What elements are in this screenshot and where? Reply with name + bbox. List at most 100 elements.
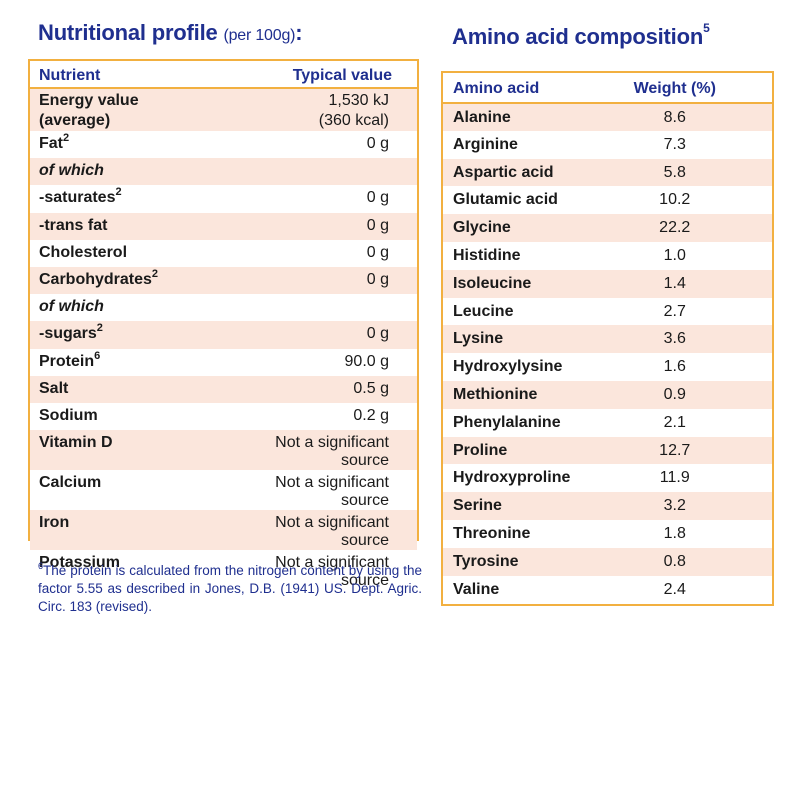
amino-row: Aspartic acid 5.8 [443,158,772,187]
nutrient-name-cell: Energy value (average) [30,88,224,131]
nutrient-name-cell: Carbohydrates2 [30,267,224,294]
amino-row: Histidine 1.0 [443,242,772,270]
amino-acid-weight: 3.6 [663,330,686,348]
nutrient-value-cell: 0.2 g [224,403,418,430]
amino-row: Valine 2.4 [443,576,772,604]
nutrient-value-cell: 0 g [224,185,418,212]
nutrient-name: Potassium [39,554,120,572]
amino-acid-weight: 10.2 [659,191,691,209]
nutrient-name-cell: Salt [30,376,224,403]
nutrient-name-cell: Calcium [30,470,224,510]
amino-acid-weight: 11.9 [659,469,690,487]
nutrient-footnote-marker: 2 [115,186,122,199]
nutrient-value-line2: (360 kcal) [318,112,389,129]
typical-value-column-header: Typical value [223,61,417,89]
nutrient-name: Sodium [39,406,98,424]
amino-table-panel: Amino acid Weight (%) Alanine 8.6 Arginine… [441,71,774,606]
amino-acid-weight: 7.3 [663,135,686,153]
amino-acid-weight: 1.0 [663,246,686,264]
nutrient-value: Not a significant source [275,434,389,470]
amino-title-text: Amino acid composition [452,24,704,49]
amino-acid-name: Proline [453,441,508,459]
nutrition-row: -trans fat 0 g [30,212,418,240]
nutrient-value-cell [224,158,418,185]
amino-row: Proline 12.7 [443,436,772,465]
nutrition-row: Salt 0.5 g [30,375,418,403]
nutrient-name-cell: -trans fat [30,213,224,240]
nutrient-value-cell: 90.0 g [224,349,418,376]
nutrient-name: -trans fat [39,216,108,234]
amino-acid-weight: 2.7 [663,302,686,320]
nutrient-value: 1,530 kJ [328,92,389,109]
nutrient-name: Fat [39,135,63,152]
nutrient-value-cell [224,294,418,321]
amino-row: Hydroxyproline 11.9 [443,464,772,492]
amino-row: Lysine 3.6 [443,325,772,354]
nutrition-table: Nutrient Typical value Energy value (aver… [30,61,417,590]
nutrition-title-text: Nutritional profile [38,20,218,45]
nutrient-name: Energy value [39,92,139,109]
nutrient-name: of which [39,162,104,180]
nutrient-name: -saturates [39,189,116,207]
nutrient-value: 0 g [366,135,389,152]
nutrient-value: 0 g [366,325,389,343]
amino-acid-name: Aspartic acid [453,163,554,181]
nutrient-name: Iron [39,514,70,532]
nutrition-row: Sodium 0.2 g [30,403,417,430]
nutrient-name-cell: -saturates2 [30,185,224,212]
nutrient-name: Salt [39,379,69,397]
amino-row: Threonine 1.8 [443,520,772,548]
nutrition-row: of which [30,158,418,186]
amino-acid-weight: 8.6 [663,109,686,126]
nutrient-name-cell: Sodium [30,403,224,430]
amino-header-row: Amino acid Weight (%) [443,73,772,104]
nutrient-value-cell: 0.5 g [224,376,418,403]
nutrition-row: -sugars2 0 g [30,321,418,349]
nutrition-row: of which [30,294,417,321]
nutrient-footnote-marker: 2 [63,132,70,144]
nutrient-footnote-marker: 6 [94,349,101,362]
nutrient-name: of which [39,298,104,316]
nutrition-row: Calcium Not a significant source [30,470,417,510]
nutrition-row: -saturates2 0 g [30,185,417,212]
nutrient-name-cell: -sugars2 [30,321,224,348]
amino-acid-name: Arginine [453,135,518,153]
amino-acid-weight: 22.2 [659,219,691,237]
nutrient-value-cell: 0 g [224,213,418,240]
nutrient-value: 0.2 g [353,406,389,424]
amino-row: Glycine 22.2 [443,214,772,242]
amino-acid-name: Tyrosine [453,552,519,570]
nutrient-value: Not a significant source [275,474,389,510]
nutrient-name: Protein [39,352,95,370]
nutrient-value: 90.0 g [344,352,389,370]
weight-column-header: Weight (%) [607,73,772,104]
nutrient-value-cell: 0 g [224,131,418,158]
nutrition-row: Protein6 90.0 g [30,349,417,376]
nutrient-name-cell: Protein6 [30,349,224,376]
nutrient-value-cell: 0 g [224,321,418,348]
amino-acid-name: Methionine [453,385,538,403]
nutrition-row: Energy value (average) 1,530 kJ (360 kcal) [30,88,417,131]
amino-acid-name: Valine [453,580,500,598]
amino-row: Tyrosine 0.8 [443,547,772,576]
amino-row: Glutamic acid 10.2 [443,186,772,214]
amino-row: Arginine 7.3 [443,131,772,159]
nutrient-value: Not a significant source [275,554,389,590]
amino-row: Phenylalanine 2.1 [443,409,772,437]
amino-acid-name: Threonine [453,524,531,542]
amino-acid-weight: 12.7 [659,441,691,459]
amino-acid-weight: 3.2 [663,497,686,515]
nutrient-name-cell: Potassium [30,550,224,590]
amino-acid-name: Histidine [453,246,521,264]
nutrition-row: Vitamin D Not a significant source [30,430,418,471]
amino-acid-name: Phenylalanine [453,413,561,431]
amino-acid-name: Alanine [453,109,511,126]
nutrient-column-header: Nutrient [30,61,224,89]
nutrient-value-cell: 1,530 kJ (360 kcal) [224,88,418,131]
nutrient-value-cell: Not a significant source [224,550,418,590]
nutrient-name-cell: of which [30,158,224,185]
nutrition-table-body: Energy value (average) 1,530 kJ (360 kcal) F… [30,88,417,590]
nutrient-name: Calcium [39,474,102,492]
nutrient-value-cell: Not a significant source [224,430,418,470]
amino-acid-weight: 2.1 [663,413,686,431]
